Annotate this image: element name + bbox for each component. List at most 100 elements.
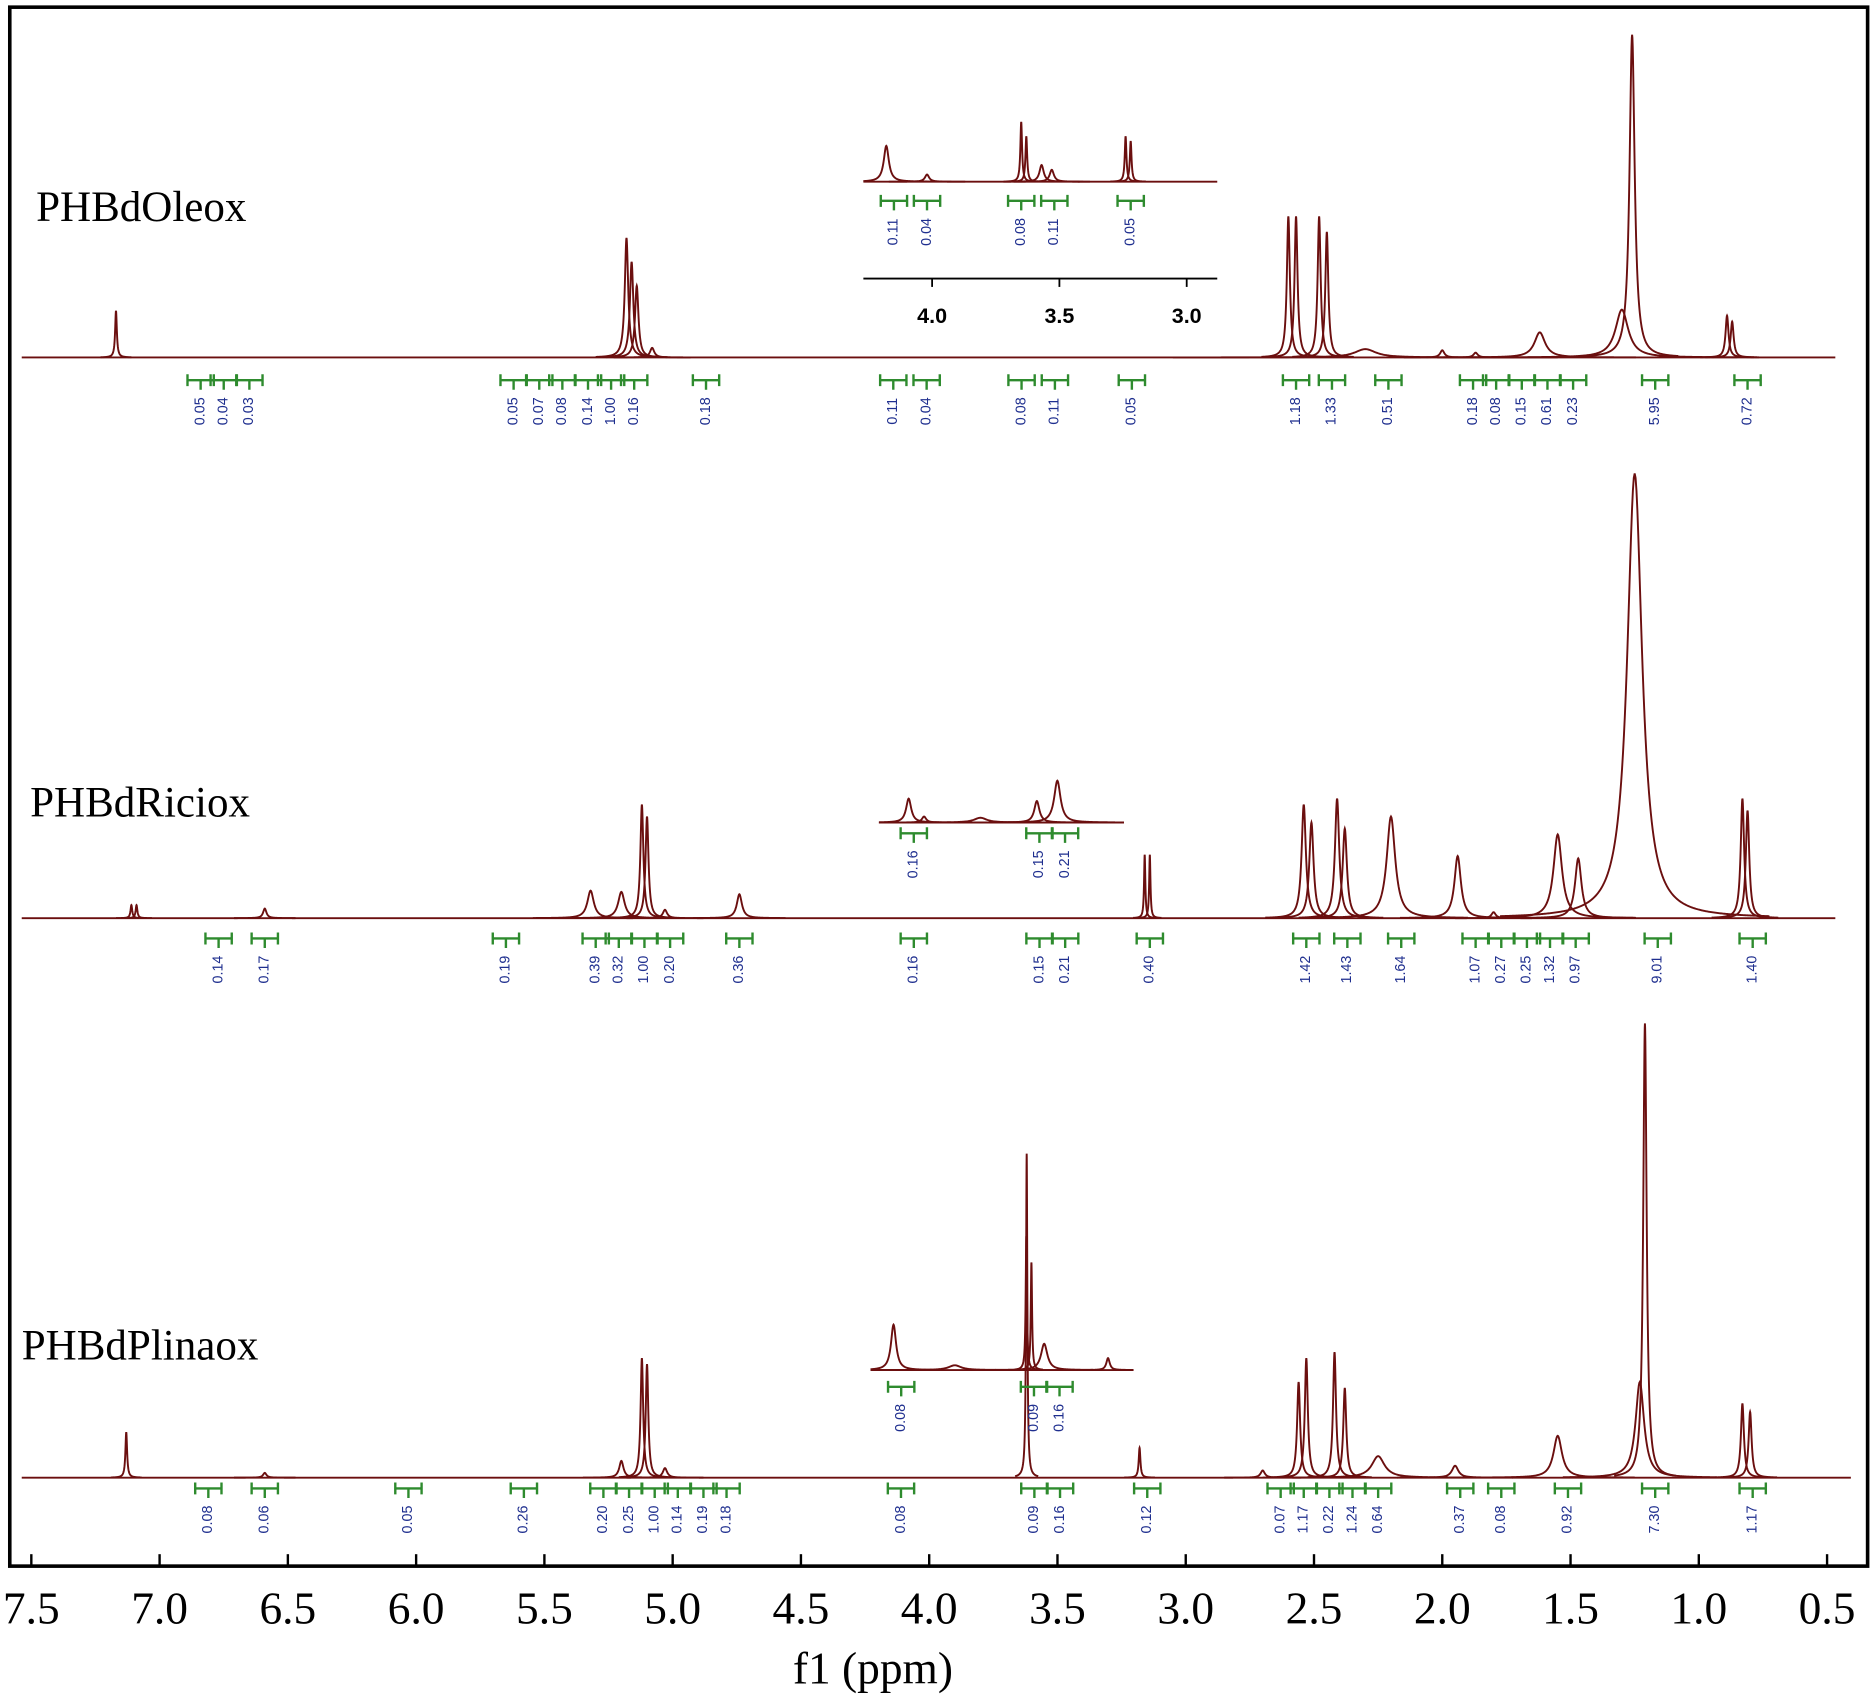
integral-bracket bbox=[1050, 827, 1080, 843]
integral-label: 0.18 bbox=[698, 397, 714, 425]
integral-label: 0.19 bbox=[695, 1506, 711, 1534]
x-tick-label: 3.0 bbox=[1157, 1584, 1214, 1634]
integral-bracket bbox=[1315, 1482, 1344, 1498]
integral-bracket bbox=[614, 1482, 644, 1498]
integral-bracket bbox=[499, 374, 528, 390]
integral-bracket bbox=[1486, 932, 1516, 949]
integral-bracket bbox=[235, 374, 264, 390]
x-axis-label: f1 (ppm) bbox=[793, 1643, 953, 1693]
x-tick-label: 4.5 bbox=[773, 1584, 830, 1634]
peak bbox=[233, 1471, 296, 1479]
peak bbox=[1011, 136, 1042, 183]
integral-bracket bbox=[491, 932, 521, 949]
integral-bracket bbox=[879, 194, 909, 211]
integral-label: 0.05 bbox=[505, 397, 521, 425]
peak bbox=[1077, 1356, 1134, 1371]
spectrum-label: PHBdRiciox bbox=[30, 780, 250, 827]
peak bbox=[999, 779, 1116, 824]
integral-bracket bbox=[1045, 1482, 1075, 1498]
peak bbox=[614, 804, 669, 919]
integral-bracket bbox=[1553, 1482, 1583, 1498]
integral-label: 0.36 bbox=[731, 956, 747, 984]
peak bbox=[1399, 854, 1516, 919]
x-tick-label: 5.5 bbox=[516, 1584, 573, 1634]
peak bbox=[1261, 216, 1316, 358]
peak bbox=[1005, 121, 1037, 183]
integral-bracket bbox=[1116, 194, 1146, 211]
integral-label: 0.92 bbox=[1560, 1506, 1576, 1534]
integral-bracket bbox=[640, 1482, 670, 1498]
integral-bracket bbox=[912, 374, 941, 390]
integral-bracket bbox=[1363, 1482, 1393, 1498]
integral-label: 0.22 bbox=[1321, 1506, 1337, 1534]
integral-bracket bbox=[204, 932, 233, 949]
integral-bracket bbox=[1640, 1482, 1670, 1498]
integral-label: 0.08 bbox=[554, 397, 570, 425]
integral-bracket bbox=[1386, 932, 1416, 949]
frame bbox=[7, 5, 1870, 1568]
x-tick-label: 6.5 bbox=[259, 1584, 316, 1634]
integral-label: 0.04 bbox=[216, 397, 232, 425]
peak bbox=[1299, 231, 1354, 358]
integral-bracket bbox=[1039, 194, 1069, 211]
integral-bracket bbox=[1333, 932, 1362, 949]
integral-label: 1.17 bbox=[1296, 1506, 1312, 1534]
integral-label: 0.20 bbox=[595, 1506, 611, 1534]
integral-bracket bbox=[394, 1482, 423, 1498]
integral-bracket bbox=[250, 932, 280, 949]
integral-label: 0.37 bbox=[1452, 1506, 1468, 1534]
integral-bracket bbox=[209, 374, 239, 390]
peak bbox=[1115, 140, 1146, 183]
x-tick-label: 0.5 bbox=[1799, 1584, 1856, 1634]
integral-label: 1.32 bbox=[1542, 956, 1558, 984]
peak bbox=[1480, 832, 1635, 919]
spectrum-label: PHBdOleox bbox=[36, 184, 246, 231]
peak bbox=[1013, 168, 1090, 183]
integral-bracket bbox=[619, 374, 649, 390]
inset-tick-label: 3.0 bbox=[1172, 304, 1202, 328]
integral-bracket bbox=[1535, 932, 1565, 949]
integral-label: 0.20 bbox=[662, 956, 678, 984]
integral-label: 0.08 bbox=[893, 1404, 909, 1432]
integral-label: 9.01 bbox=[1650, 956, 1666, 984]
integral-label: 0.16 bbox=[1052, 1506, 1068, 1534]
integral-label: 0.72 bbox=[1739, 397, 1755, 425]
integral-label: 0.61 bbox=[1539, 397, 1555, 425]
peak bbox=[1585, 34, 1679, 357]
peak bbox=[1700, 313, 1755, 359]
peak bbox=[870, 1322, 940, 1371]
integral-bracket bbox=[630, 932, 659, 949]
integral-bracket bbox=[186, 374, 215, 390]
peak bbox=[1133, 854, 1157, 919]
integral-label: 0.32 bbox=[611, 956, 627, 984]
integral-label: 1.00 bbox=[603, 397, 619, 425]
integral-bracket bbox=[691, 374, 721, 390]
integral-label: 0.09 bbox=[1026, 1404, 1042, 1432]
integral-label: 1.42 bbox=[1298, 956, 1314, 984]
integral-bracket bbox=[573, 374, 603, 390]
peak bbox=[100, 310, 132, 359]
integral-bracket bbox=[1512, 932, 1542, 949]
spectrum-label: PHBdPlinaox bbox=[22, 1322, 259, 1369]
x-tick-label: 4.0 bbox=[901, 1584, 958, 1634]
integral-bracket bbox=[886, 1482, 916, 1498]
integral-label: 0.07 bbox=[531, 397, 547, 425]
integral-bracket bbox=[1007, 374, 1036, 390]
integral-bracket bbox=[193, 1482, 223, 1498]
x-tick-label: 2.0 bbox=[1414, 1584, 1471, 1634]
integral-bracket bbox=[1117, 374, 1147, 390]
integral-label: 1.40 bbox=[1744, 956, 1760, 984]
integral-bracket bbox=[1738, 932, 1768, 949]
integral-label: 0.11 bbox=[1047, 398, 1063, 425]
integral-label: 0.08 bbox=[1493, 1506, 1509, 1534]
x-tick-label: 7.5 bbox=[3, 1584, 60, 1634]
peak bbox=[1279, 1357, 1334, 1479]
integral-label: 0.19 bbox=[498, 956, 514, 984]
peak bbox=[1715, 1403, 1770, 1479]
integral-label: 0.08 bbox=[1013, 218, 1029, 246]
integral-bracket bbox=[1132, 1482, 1162, 1498]
integral-bracket bbox=[1738, 1482, 1768, 1498]
integral-label: 0.05 bbox=[1122, 218, 1138, 246]
integral-label: 0.51 bbox=[1380, 397, 1396, 425]
